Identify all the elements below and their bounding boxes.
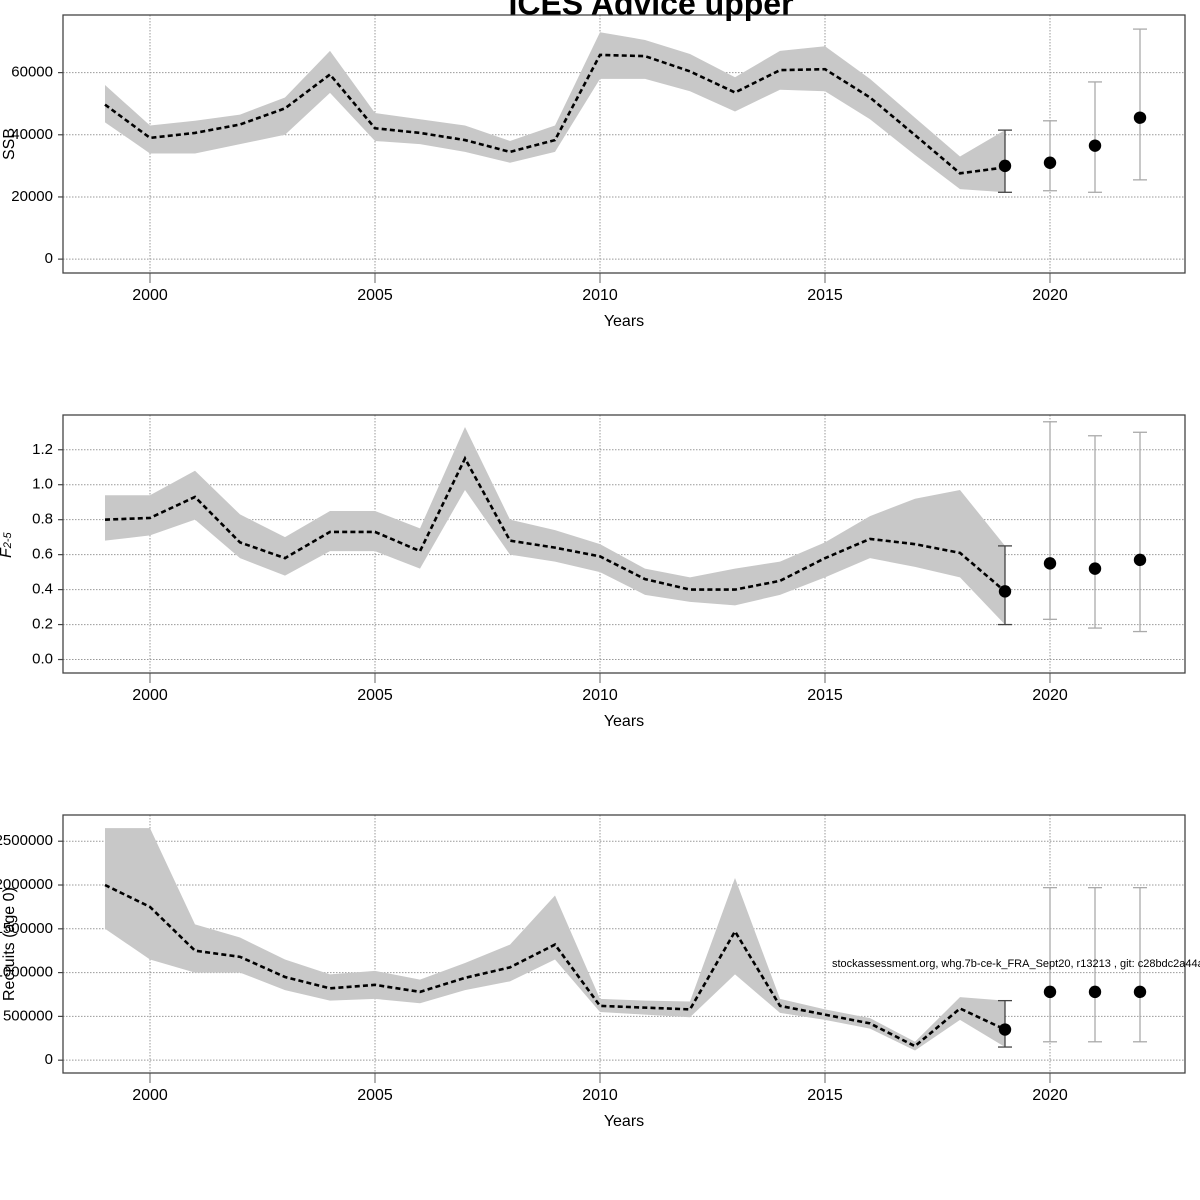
svg-text:0.8: 0.8 [32, 511, 53, 528]
svg-text:20000: 20000 [11, 188, 53, 205]
svg-text:0: 0 [45, 1051, 53, 1068]
svg-text:1.2: 1.2 [32, 441, 53, 458]
svg-text:0.2: 0.2 [32, 616, 53, 633]
svg-text:1.0: 1.0 [32, 476, 53, 493]
svg-text:60000: 60000 [11, 64, 53, 81]
svg-text:0.4: 0.4 [32, 581, 53, 598]
svg-text:ICES Advice upper: ICES Advice upper [508, 0, 793, 22]
svg-text:0.6: 0.6 [32, 546, 53, 563]
svg-text:0: 0 [45, 250, 53, 267]
svg-text:500000: 500000 [3, 1007, 53, 1024]
svg-text:2500000: 2500000 [0, 832, 53, 849]
svg-text:0.0: 0.0 [32, 651, 53, 668]
